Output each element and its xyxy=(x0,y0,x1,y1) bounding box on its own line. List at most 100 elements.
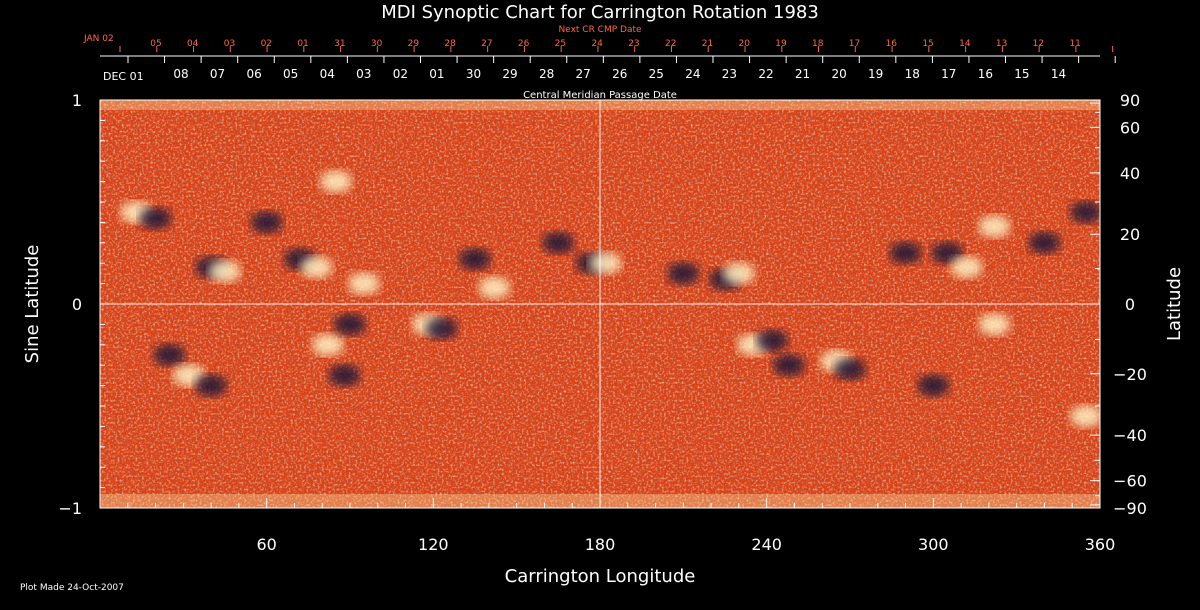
cmp-date-label: 24 xyxy=(685,67,700,81)
active-region-negative xyxy=(542,231,575,254)
y-right-tick-label: 0 xyxy=(1125,295,1135,314)
cmp-date-label: 19 xyxy=(868,67,883,81)
next-cr-date-label: 13 xyxy=(996,39,1007,49)
cmp-date-label: 29 xyxy=(502,67,517,81)
active-region-negative xyxy=(917,374,950,397)
cmp-date-label: 17 xyxy=(941,67,956,81)
next-cr-date-label: 26 xyxy=(518,39,530,49)
next-cr-date-label: 15 xyxy=(922,39,933,49)
x-tick-label: 60 xyxy=(256,535,276,554)
next-cr-date-label: 30 xyxy=(371,39,383,49)
active-region-negative xyxy=(1070,201,1100,224)
next-cr-label: Next CR CMP Date xyxy=(558,25,642,35)
next-cr-date-label: 20 xyxy=(739,39,751,49)
cmp-date-label: 01 xyxy=(429,67,444,81)
cmp-date-label: 27 xyxy=(576,67,591,81)
x-tick-label: 120 xyxy=(418,535,449,554)
cmp-date-label: 20 xyxy=(831,67,846,81)
cmp-date-label: 06 xyxy=(246,67,261,81)
active-region-positive xyxy=(978,215,1011,238)
y-left-tick-label: −1 xyxy=(58,499,82,518)
next-cr-start-label: JAN 02 xyxy=(83,34,114,44)
y-axis-right: 90 60 40 20 0 −20 −40 −60 −90 xyxy=(1090,91,1147,518)
next-cr-date-label: 02 xyxy=(261,39,272,49)
active-region-negative xyxy=(334,313,366,336)
active-region-negative xyxy=(250,211,283,234)
next-cr-date-label: 25 xyxy=(555,39,566,49)
active-region-positive xyxy=(978,313,1011,336)
y-axis-left: 1 0 −1 xyxy=(58,91,110,518)
y-right-tick-label: 20 xyxy=(1120,225,1140,244)
next-cr-date-label: 18 xyxy=(812,39,824,49)
cmp-date-label: 30 xyxy=(466,67,481,81)
active-region-negative xyxy=(425,317,458,340)
next-cr-date-label: 28 xyxy=(444,39,456,49)
next-cr-date-label: 04 xyxy=(187,39,199,49)
y-right-tick-label: −20 xyxy=(1113,365,1147,384)
next-cr-date-label: 03 xyxy=(224,39,235,49)
active-region-negative xyxy=(139,207,172,230)
x-axis: 60 120 180 240 300 360 xyxy=(99,498,1116,554)
next-cr-date-label: 27 xyxy=(481,39,492,49)
cmp-date-label: 07 xyxy=(210,67,225,81)
cmp-date-label: 16 xyxy=(978,67,993,81)
cmp-date-label: 03 xyxy=(356,67,371,81)
active-region-negative xyxy=(459,248,491,271)
cmp-date-label: 14 xyxy=(1051,67,1066,81)
active-region-negative xyxy=(834,358,866,381)
next-cr-date-label: 16 xyxy=(886,39,898,49)
y-left-tick-label: 0 xyxy=(72,295,82,314)
active-region-positive xyxy=(311,333,344,356)
next-cr-date-label: 17 xyxy=(849,39,860,49)
cmp-date-label: 02 xyxy=(393,67,408,81)
x-tick-label: 360 xyxy=(1085,535,1116,554)
next-cr-date-label: 31 xyxy=(334,39,345,49)
active-region-negative xyxy=(1028,231,1061,254)
active-region-positive xyxy=(209,260,241,283)
next-cr-date-label: 24 xyxy=(591,39,603,49)
active-region-negative xyxy=(667,262,700,285)
y-axis-right-title: Latitude xyxy=(1164,267,1185,341)
cmp-date-label: 25 xyxy=(649,67,664,81)
y-right-tick-label: −40 xyxy=(1113,426,1147,445)
next-cr-date-label: 05 xyxy=(150,39,161,49)
next-cr-date-label: 23 xyxy=(628,39,639,49)
cmp-date-label: 23 xyxy=(722,67,737,81)
y-right-tick-label: −60 xyxy=(1113,472,1147,491)
active-region-positive xyxy=(300,256,333,279)
active-region-positive xyxy=(347,272,380,295)
cmp-date-label: 15 xyxy=(1014,67,1029,81)
active-region-negative xyxy=(328,364,361,387)
cmp-date-label: 04 xyxy=(320,67,335,81)
plot-made-footer: Plot Made 24-Oct-2007 xyxy=(20,583,124,593)
y-right-tick-label: −90 xyxy=(1113,499,1147,518)
y-right-tick-label: 90 xyxy=(1120,91,1140,110)
x-tick-label: 240 xyxy=(751,535,782,554)
next-cr-date-label: 14 xyxy=(959,39,971,49)
x-tick-label: 180 xyxy=(585,535,616,554)
cmp-date-label: 05 xyxy=(283,67,298,81)
y-right-tick-label: 40 xyxy=(1120,164,1140,183)
active-region-negative xyxy=(153,344,186,366)
cmp-date-label: 26 xyxy=(612,67,627,81)
active-region-negative xyxy=(772,354,805,377)
active-region-positive xyxy=(1070,405,1100,428)
cmp-axis-label: Central Meridian Passage Date xyxy=(523,90,677,101)
cmp-start-label: DEC 01 xyxy=(103,70,144,83)
next-cr-date-label: 01 xyxy=(297,39,308,49)
x-tick-label: 300 xyxy=(918,535,949,554)
y-left-tick-label: 1 xyxy=(72,91,82,110)
active-region-negative xyxy=(195,374,228,397)
active-region-positive xyxy=(950,256,983,279)
active-region-negative xyxy=(889,242,922,264)
x-axis-title: Carrington Longitude xyxy=(505,566,696,587)
cmp-date-label: 08 xyxy=(173,67,188,81)
active-region-positive xyxy=(320,170,353,193)
active-region-positive xyxy=(722,262,755,285)
cmp-date-label: 21 xyxy=(795,67,810,81)
active-region-negative xyxy=(756,329,789,352)
next-cr-date-axis: 05 04 03 02 01 31 30 29 28 27 26 25 24 23 22 21 20 19 18 17… xyxy=(119,39,1114,52)
active-regions xyxy=(120,170,1100,428)
cmp-date-label: 18 xyxy=(905,67,920,81)
